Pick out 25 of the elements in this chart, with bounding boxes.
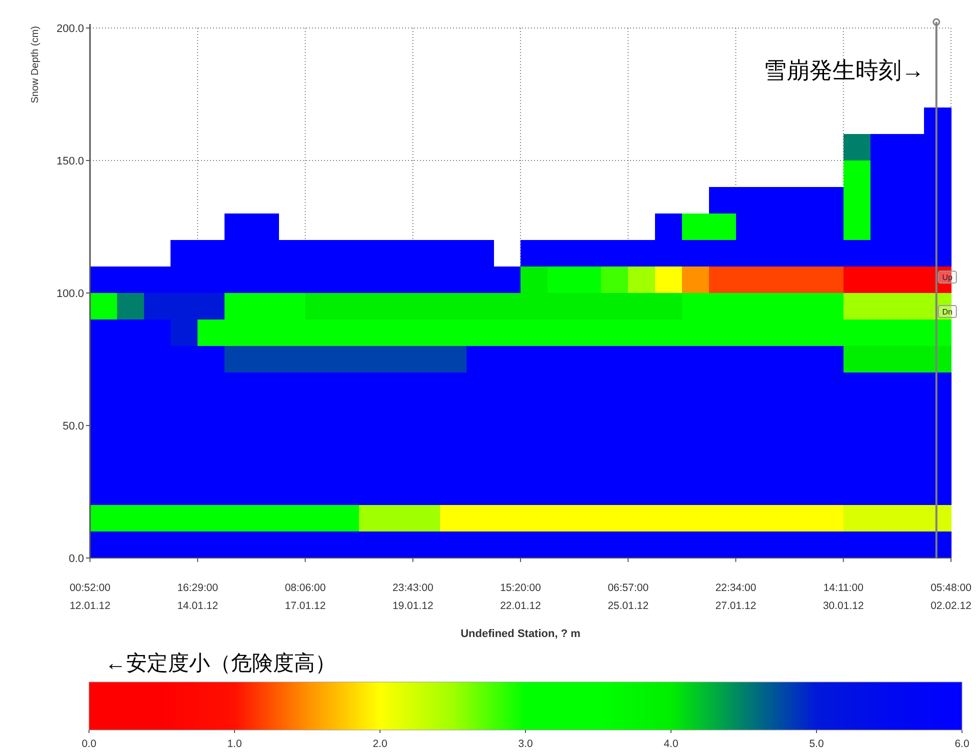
y-axis-title: Snow Depth (cm)	[30, 26, 41, 104]
x-tick-label: 14:11:00 30.01.12	[822, 582, 864, 612]
x-tick-label: 22:34:00 27.01.12	[715, 582, 756, 612]
color-bar-label: 4.0	[664, 738, 678, 750]
color-bar-label: 3.0	[518, 738, 533, 750]
y-tick-label: 0.0	[68, 553, 84, 565]
ref-line-label: 雪崩発生時刻→	[763, 57, 924, 83]
x-tick-label: 15:20:00 22.01.12	[500, 582, 542, 612]
y-tick-label: 100.0	[56, 288, 84, 300]
text: ←安定度小（危険度高）	[105, 652, 336, 675]
y-tick-label: 50.0	[62, 420, 84, 432]
y-tick-label: 200.0	[56, 23, 84, 35]
color-bar-label: 5.0	[809, 738, 824, 750]
x-tick-label: 00:52:00 12.01.12	[70, 582, 111, 612]
x-axis-title: Undefined Station, ? m	[460, 628, 581, 640]
color-bar-label: 2.0	[372, 738, 388, 750]
color-bar-label: 1.0	[227, 738, 242, 750]
y-tick-label: 150.0	[56, 156, 84, 168]
color-bar-label: 0.0	[82, 738, 96, 750]
x-tick-label: 16:29:00 14.01.12	[177, 582, 218, 612]
x-tick-label: 08:06:00 17.01.12	[284, 582, 326, 612]
x-tick-label: 06:57:00 25.01.12	[608, 582, 649, 612]
color-bar-label: 6.0	[954, 738, 970, 750]
x-tick-label: 23:43:00 19.01.12	[392, 582, 434, 612]
x-tick-label: 05:48:00 02.02.12	[930, 582, 972, 612]
